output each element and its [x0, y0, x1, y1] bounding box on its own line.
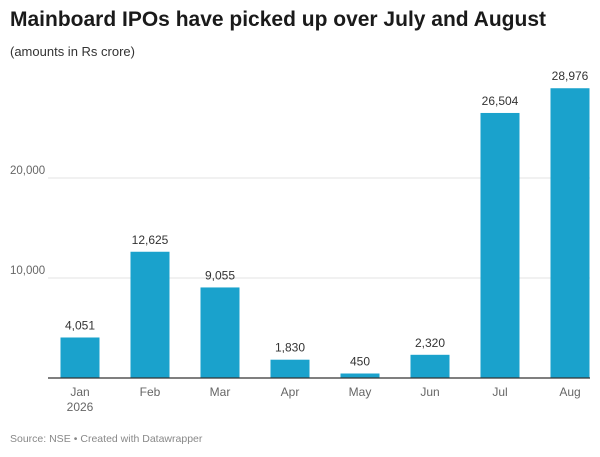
bar-layer [60, 88, 590, 379]
data-label: 9,055 [205, 268, 235, 282]
x-tick-label: Mar [210, 385, 231, 399]
footer-separator: • [73, 433, 78, 445]
x-tick-label: May [349, 385, 372, 399]
bar [130, 251, 170, 378]
x-tick-label: Jun [420, 385, 439, 399]
data-label: 4,051 [65, 318, 95, 332]
data-label: 28,976 [552, 69, 589, 83]
x-tick-label: Feb [140, 385, 161, 399]
x-axis: Jan 2026 Feb Mar Apr May Jun Jul Aug [48, 377, 590, 414]
chart-title: Mainboard IPOs have picked up over July … [10, 8, 547, 31]
value-label-layer: 4,051 12,625 9,055 1,830 450 2,320 26,504 28,97… [65, 69, 589, 368]
source-note: Source: NSE [10, 433, 71, 445]
data-label: 12,625 [132, 233, 169, 247]
bar [200, 287, 240, 378]
bar [270, 359, 310, 378]
chart-subtitle: (amounts in Rs crore) [10, 44, 135, 59]
y-tick-label: 10,000 [10, 265, 45, 277]
data-label: 1,830 [275, 341, 305, 355]
y-tick-label: 20,000 [10, 165, 45, 177]
data-label: 450 [350, 355, 370, 369]
x-tick-label: Aug [559, 385, 580, 399]
data-label: 26,504 [482, 94, 519, 108]
chart-footer: Source: NSE • Created with Datawrapper [10, 433, 202, 445]
bar [410, 354, 450, 378]
bar [550, 88, 590, 379]
x-tick-label: Apr [281, 385, 300, 399]
bar [480, 112, 520, 379]
bar [60, 337, 100, 378]
x-tick-label: Jan 2026 [67, 385, 94, 414]
bar [340, 373, 380, 378]
data-label: 2,320 [415, 336, 445, 350]
x-tick-label: Jul [492, 385, 507, 399]
credit-note: Created with Datawrapper [80, 433, 203, 445]
